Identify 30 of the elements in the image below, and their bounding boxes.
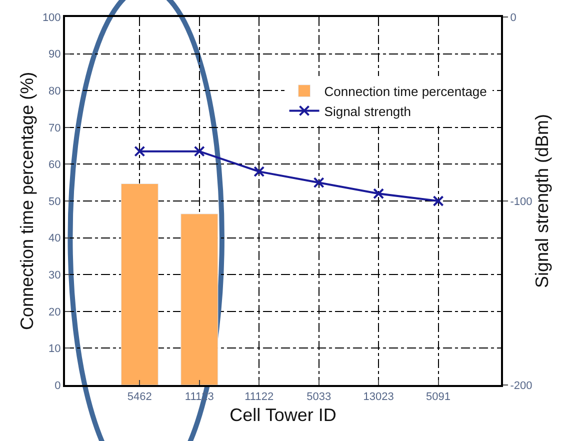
x-axis-title: Cell Tower ID <box>230 404 336 425</box>
y2-tick-label: -200 <box>510 380 532 392</box>
y-tick-label: 0 <box>54 380 61 392</box>
y-tick-label: 40 <box>48 232 61 245</box>
y-tick-label: 20 <box>48 306 61 318</box>
y2-tick-label: 0 <box>510 12 516 24</box>
x-tick-label: 5462 <box>127 391 152 404</box>
y-axis-title: Connection time percentage (%) <box>17 72 38 330</box>
x-tick-label: 5091 <box>426 391 451 404</box>
point <box>254 166 265 178</box>
y2-axis-title: Signal strength (dBm) <box>532 114 552 288</box>
point <box>373 188 384 200</box>
y-tick-label: 80 <box>48 85 61 98</box>
point <box>134 146 146 157</box>
legend-label: Signal strength <box>324 104 412 119</box>
y-tick-label: 70 <box>48 122 61 134</box>
y-tick-label: 30 <box>48 269 61 282</box>
x-tick-label: 5033 <box>306 391 332 404</box>
y2-tick-label: -100 <box>510 196 532 208</box>
point <box>194 146 205 157</box>
y-tick-label: 10 <box>48 343 61 356</box>
y-tick-label: 90 <box>48 48 61 61</box>
point <box>432 196 444 206</box>
x-tick-label: 13023 <box>363 391 394 404</box>
y-tick-label: 60 <box>48 159 61 172</box>
point <box>313 177 324 188</box>
y-tick-label: 100 <box>42 12 61 24</box>
x-tick-label: 11122 <box>244 391 274 404</box>
y-tick-label: 50 <box>48 196 61 208</box>
legend-label: Connection time percentage <box>324 84 487 99</box>
